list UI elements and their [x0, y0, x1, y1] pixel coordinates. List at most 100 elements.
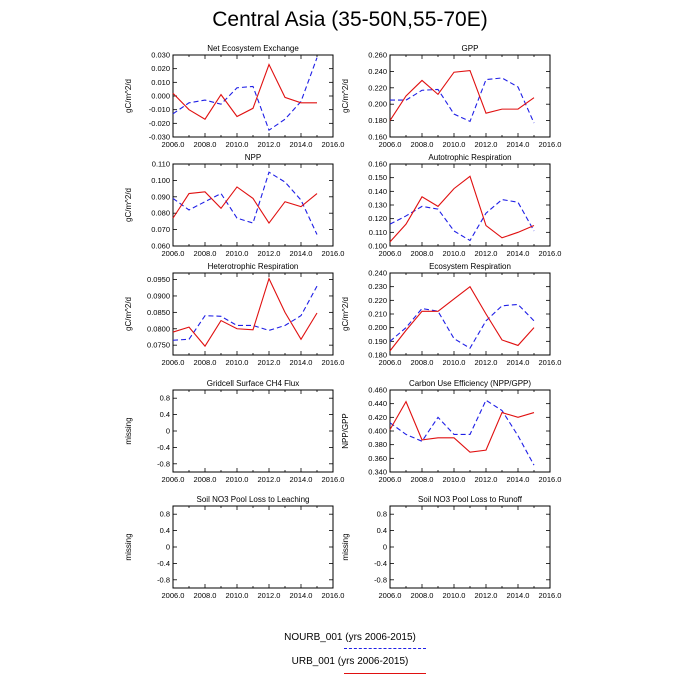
- y-tick-label: 0.380: [368, 440, 387, 449]
- panel-2: NPP 2006.0 2008.0 2010.0 2012.0 2014.0 2016.0 0…: [124, 153, 344, 258]
- x-tick-label: 2012.0: [475, 358, 498, 367]
- x-tick-label: 2010.0: [443, 358, 466, 367]
- y-tick-label: 0: [166, 427, 170, 436]
- series-line-urb: [389, 175, 535, 243]
- y-tick-label: 0.100: [151, 176, 170, 185]
- legend-label-nourb: NOURB_001 (yrs 2006-2015): [284, 632, 416, 643]
- x-tick-label: 2006.0: [379, 249, 402, 258]
- x-tick-label: 2008.0: [411, 475, 434, 484]
- x-tick-label: 2006.0: [162, 591, 185, 600]
- series-line-urb: [389, 285, 535, 352]
- y-tick-label: 0.8: [160, 510, 170, 519]
- x-tick-label: 2008.0: [194, 358, 217, 367]
- x-tick-label: 2008.0: [194, 475, 217, 484]
- y-tick-label: 0.420: [368, 413, 387, 422]
- y-tick-label: 0.440: [368, 399, 387, 408]
- panel-9: Soil NO3 Pool Loss to Runoff 2006.0 2008.0…: [341, 495, 561, 600]
- y-tick-label: 0.160: [368, 133, 387, 142]
- y-tick-label: 0: [383, 543, 387, 552]
- y-tick-label: 0.230: [368, 282, 387, 291]
- x-tick-label: 2010.0: [226, 591, 249, 600]
- y-tick-label: 0.010: [151, 78, 170, 87]
- y-tick-label: 0.0950: [147, 275, 170, 284]
- x-tick-label: 2016.0: [322, 249, 345, 258]
- x-tick-label: 2008.0: [194, 140, 217, 149]
- x-tick-label: 2016.0: [539, 475, 562, 484]
- x-tick-label: 2008.0: [411, 140, 434, 149]
- y-tick-label: 0.180: [368, 351, 387, 360]
- y-tick-label: 0.200: [368, 100, 387, 109]
- x-tick-label: 2012.0: [258, 249, 281, 258]
- y-tick-label: -0.8: [374, 575, 387, 584]
- x-tick-label: 2016.0: [322, 358, 345, 367]
- x-tick-label: 2010.0: [226, 140, 249, 149]
- y-axis-label: gC/m^2/d: [341, 79, 350, 113]
- x-tick-label: 2008.0: [194, 249, 217, 258]
- x-tick-label: 2006.0: [379, 475, 402, 484]
- x-tick-label: 2014.0: [507, 591, 530, 600]
- y-axis-label: gC/m^2/d: [341, 297, 350, 331]
- y-tick-label: 0.240: [368, 269, 387, 278]
- plot-frame: [172, 272, 334, 356]
- legend-label-urb: URB_001 (yrs 2006-2015): [291, 656, 409, 667]
- x-tick-label: 2014.0: [507, 358, 530, 367]
- panel-title: Soil NO3 Pool Loss to Leaching: [197, 495, 310, 504]
- y-tick-label: 0.060: [151, 242, 170, 251]
- series-line-urb: [389, 400, 535, 453]
- x-tick-label: 2012.0: [475, 475, 498, 484]
- y-tick-label: 0.340: [368, 468, 387, 477]
- plot-frame: [389, 54, 551, 138]
- y-axis-label: gC/m^2/d: [124, 188, 133, 222]
- series-line-nourb: [390, 77, 535, 124]
- y-tick-label: -0.4: [374, 559, 387, 568]
- x-tick-label: 2014.0: [290, 249, 313, 258]
- y-tick-label: 0.110: [152, 160, 170, 169]
- panel-8: Soil NO3 Pool Loss to Leaching 2006.0 2008…: [124, 495, 344, 600]
- y-tick-label: 0.4: [160, 526, 170, 535]
- panel-7: Carbon Use Efficiency (NPP/GPP) 2006.0 200…: [341, 379, 561, 484]
- x-tick-label: 2008.0: [411, 591, 434, 600]
- panel-title: GPP: [462, 44, 479, 53]
- y-tick-label: 0: [166, 543, 170, 552]
- x-tick-label: 2016.0: [539, 249, 562, 258]
- legend-entry-urb: URB_001 (yrs 2006-2015): [0, 656, 700, 667]
- x-tick-label: 2006.0: [162, 475, 185, 484]
- x-tick-label: 2014.0: [507, 140, 530, 149]
- x-tick-label: 2012.0: [475, 140, 498, 149]
- x-tick-label: 2012.0: [258, 140, 281, 149]
- legend-line-urb: [344, 673, 426, 674]
- y-tick-label: 0.190: [368, 337, 387, 346]
- x-tick-label: 2016.0: [539, 140, 562, 149]
- plot-frame: [172, 505, 334, 589]
- y-axis-label: NPP/GPP: [341, 413, 350, 449]
- y-tick-label: 0.220: [368, 83, 387, 92]
- y-tick-label: 0.4: [160, 410, 170, 419]
- y-tick-label: 0.400: [368, 427, 387, 436]
- y-tick-label: 0.070: [151, 225, 170, 234]
- x-tick-label: 2012.0: [475, 591, 498, 600]
- y-tick-label: 0.110: [369, 228, 387, 237]
- y-tick-label: -0.4: [157, 559, 170, 568]
- y-tick-label: 0.120: [368, 214, 387, 223]
- y-tick-label: 0.4: [377, 526, 387, 535]
- series-line-nourb: [172, 285, 318, 341]
- y-tick-label: -0.010: [149, 105, 170, 114]
- y-axis-label: missing: [124, 533, 133, 560]
- x-tick-label: 2010.0: [443, 140, 466, 149]
- legend-entry-nourb: NOURB_001 (yrs 2006-2015): [0, 632, 700, 643]
- y-axis-label: gC/m^2/d: [124, 79, 133, 113]
- y-tick-label: -0.030: [149, 133, 170, 142]
- y-tick-label: 0.8: [377, 510, 387, 519]
- y-tick-label: 0.260: [368, 51, 387, 60]
- y-tick-label: -0.8: [157, 459, 170, 468]
- panel-title: Net Ecosystem Exchange: [207, 44, 299, 53]
- x-tick-label: 2010.0: [226, 249, 249, 258]
- x-tick-label: 2014.0: [290, 140, 313, 149]
- panel-title: Ecosystem Respiration: [429, 262, 511, 271]
- panel-6: Gridcell Surface CH4 Flux 2006.0 2008.0 201…: [124, 379, 344, 484]
- y-tick-label: -0.020: [149, 119, 170, 128]
- series-line-urb: [389, 69, 535, 121]
- plot-frame: [172, 54, 334, 138]
- x-tick-label: 2010.0: [226, 358, 249, 367]
